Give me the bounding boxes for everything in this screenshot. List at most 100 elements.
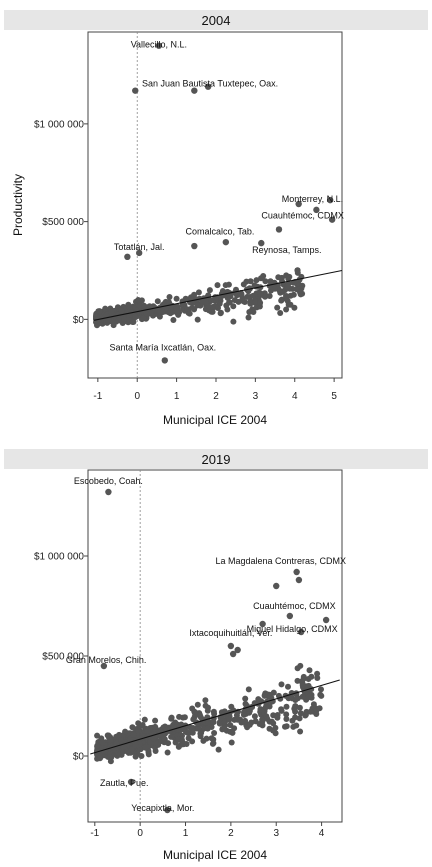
y-tick-label: $500 000 (42, 652, 84, 663)
scatter-point (278, 274, 285, 281)
chart-panel-2019: 2019 Escobedo, Coah. La Magdalena Contrera… (4, 449, 428, 862)
scatter-point (294, 269, 301, 276)
scatter-point (243, 278, 250, 285)
scatter-point (226, 299, 233, 306)
scatter-point (276, 287, 283, 294)
x-tick-label: 3 (273, 828, 279, 839)
scatter-point (206, 287, 213, 294)
x-tick-label: 0 (134, 391, 140, 402)
scatter-point (292, 714, 299, 721)
scatter-point (173, 295, 180, 302)
scatter-point (262, 704, 269, 711)
scatter-point (194, 701, 201, 708)
scatter-point (180, 726, 187, 733)
point-annotation: La Magdalena Contreras, CDMX (215, 556, 346, 566)
scatter-point (216, 720, 223, 727)
scatter-point (306, 667, 313, 674)
outlier-point (124, 253, 131, 261)
scatter-point (257, 290, 264, 297)
scatter-point (204, 707, 211, 714)
scatter-point (283, 723, 290, 730)
scatter-point (106, 754, 113, 760)
scatter-point (256, 697, 263, 704)
outlier-point (100, 662, 108, 670)
scatter-points (93, 42, 342, 364)
y-axis-label: Productivity (11, 174, 25, 236)
scatter-point (285, 683, 291, 690)
scatter-points (90, 488, 340, 814)
scatter-point (290, 279, 297, 286)
x-tick-label: 3 (253, 391, 259, 402)
outlier-point (286, 612, 294, 620)
outlier-point (297, 628, 305, 636)
x-tick-label: 4 (319, 828, 325, 839)
outlier-point (161, 357, 168, 364)
scatter-point (258, 275, 264, 282)
scatter-point (245, 314, 252, 321)
scatter-point (210, 736, 217, 743)
scatter-point (277, 310, 284, 316)
scatter-point (283, 293, 290, 300)
outlier-point (227, 642, 235, 650)
scatter-point (230, 318, 237, 325)
scatter-point (294, 677, 301, 684)
scatter-point (296, 715, 303, 722)
y-tick-label: $500 000 (42, 217, 84, 228)
scatter-point (165, 299, 172, 306)
point-annotation: Santa María Ixcatlán, Oax. (110, 343, 217, 353)
scatter-point (310, 701, 317, 708)
scatter-point (228, 739, 235, 746)
scatter-point (204, 725, 211, 732)
scatter-point (140, 314, 147, 321)
scatter-point (180, 741, 187, 748)
scatter-point (318, 686, 324, 693)
scatter-point (274, 714, 281, 721)
scatter-point (129, 319, 136, 325)
scatter-point (313, 711, 320, 717)
scatter-point (278, 681, 285, 688)
scatter-point (108, 309, 115, 315)
x-tick-label: 0 (137, 828, 143, 839)
scatter-point (152, 717, 159, 724)
scatter-point (268, 718, 275, 725)
scatter-point (238, 292, 245, 299)
outlier-point (275, 226, 283, 233)
scatter-point (247, 300, 254, 307)
scatter-point (283, 716, 290, 722)
scatter-point (270, 689, 277, 696)
panel-header (4, 10, 428, 30)
scatter-point (99, 739, 106, 746)
scatter-point (144, 727, 151, 734)
outlier-point (204, 83, 212, 90)
outlier-point (328, 216, 336, 223)
scatter-point (205, 719, 211, 725)
point-annotation: Cuauhtémoc, CDMX (261, 211, 344, 221)
scatter-point (251, 713, 258, 720)
scatter-point (240, 298, 247, 305)
x-tick-label: 4 (292, 391, 298, 402)
scatter-point (266, 293, 273, 299)
scatter-point (231, 725, 238, 732)
scatter-point (297, 728, 304, 735)
scatter-point (210, 304, 216, 310)
outlier-point (258, 239, 265, 247)
scatter-point (176, 713, 183, 720)
scatter-point (307, 708, 314, 715)
scatter-point (173, 305, 180, 312)
scatter-point (245, 686, 252, 693)
scatter-point (214, 282, 221, 289)
point-annotation: Totatlán, Jal. (114, 242, 165, 252)
point-annotation: San Juan Bautista Tuxtepec, Oax. (142, 79, 278, 89)
scatter-point (168, 733, 175, 740)
scatter-point (271, 285, 278, 292)
point-annotation: Cuauhtémoc, CDMX (253, 601, 336, 611)
outlier-point (326, 196, 334, 204)
scatter-point (300, 673, 307, 680)
scatter-point (283, 306, 290, 313)
scatter-point (318, 692, 325, 699)
chart-panel-2004: 2004 Vallecillo, N.L. San Juan Bautista Tu… (4, 10, 428, 427)
scatter-point (299, 693, 306, 700)
outlier-point (313, 206, 320, 214)
scatter-point (211, 730, 218, 736)
